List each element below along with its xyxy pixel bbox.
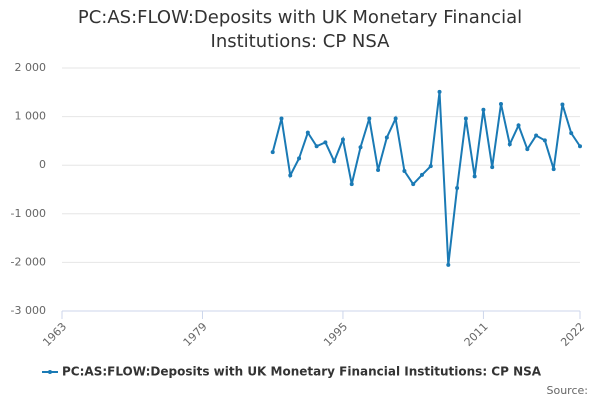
point: [384, 135, 389, 140]
point: [525, 147, 530, 152]
point: [332, 159, 337, 164]
point: [376, 168, 381, 173]
y-tick-label: -2 000: [11, 255, 46, 268]
chart-title: PC:AS:FLOW:Deposits with UK Monetary Fin…: [77, 7, 523, 52]
point: [279, 116, 284, 121]
x-tick-label: 1995: [321, 320, 350, 349]
point: [490, 165, 495, 170]
point: [349, 182, 354, 187]
point: [507, 142, 512, 147]
source: Source:: [547, 384, 589, 397]
point: [446, 262, 451, 267]
point: [542, 138, 547, 143]
x-tick-label: 1979: [181, 320, 210, 349]
point: [551, 167, 556, 172]
point: [498, 101, 503, 106]
point: [340, 137, 345, 142]
y-tick-label: 2 000: [15, 61, 47, 74]
point: [358, 145, 363, 150]
series-line: [271, 91, 581, 265]
y-tick-label: -3 000: [11, 304, 46, 317]
x-tick-label: 1963: [40, 320, 69, 349]
point: [516, 123, 521, 128]
point: [367, 116, 372, 121]
point: [419, 172, 424, 177]
legend-label[interactable]: PC:AS:FLOW:Deposits with UK Monetary Fin…: [62, 365, 542, 379]
point: [437, 89, 442, 94]
point: [314, 144, 319, 149]
point: [569, 131, 574, 136]
point: [411, 182, 416, 187]
legend-symbol-point: [48, 370, 52, 374]
point: [323, 140, 328, 145]
point: [578, 144, 582, 149]
point: [481, 107, 486, 112]
point: [463, 116, 468, 121]
y-tick-label: 1 000: [15, 110, 47, 123]
point: [534, 133, 539, 138]
point: [560, 102, 565, 107]
x-tick-label: 2022: [558, 320, 587, 349]
y-tick-label: 0: [39, 158, 46, 171]
y-tick-label: -1 000: [11, 207, 46, 220]
point: [288, 173, 293, 178]
point: [472, 174, 477, 179]
point: [393, 116, 398, 121]
point: [305, 130, 310, 135]
point: [270, 150, 275, 155]
point: [428, 164, 433, 169]
point: [402, 169, 407, 174]
point: [297, 156, 302, 161]
point: [455, 186, 460, 191]
x-tick-label: 2011: [462, 320, 491, 349]
